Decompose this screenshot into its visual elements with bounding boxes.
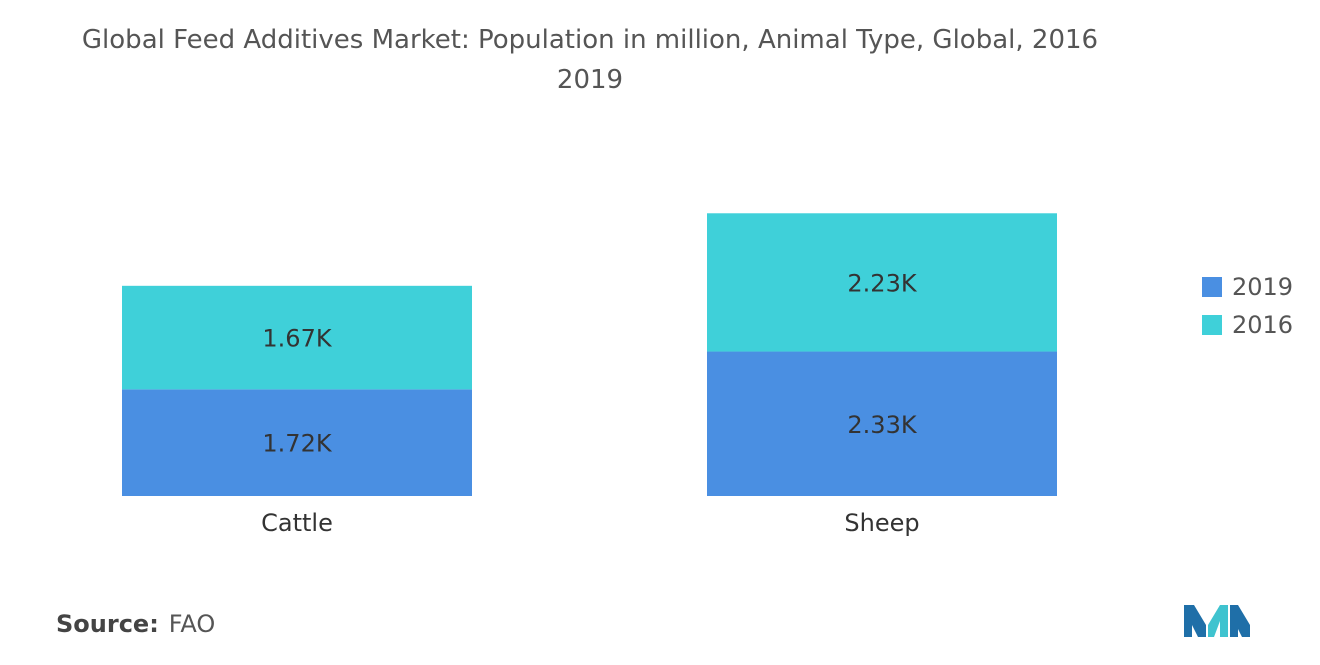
legend-item-2019: 2019 [1202,268,1293,306]
chart-title-line-1: Global Feed Additives Market: Population… [81,25,1099,55]
source-note: Source: FAO [56,610,215,638]
data-label-sheep-2016: 2.23K [847,269,917,297]
bar-cattle-2019 [122,389,472,496]
x-tick-label-sheep: Sheep [844,509,919,537]
logo-left-shape [1184,605,1206,637]
chart-title: Global Feed Additives Market: Population… [0,20,1180,100]
source-key: Source: [56,610,159,638]
legend-swatch-2019 [1202,277,1222,297]
chart-title-line-2: 2019 [556,65,624,95]
data-label-sheep-2019: 2.33K [847,411,917,439]
legend-item-2016: 2016 [1202,306,1293,344]
mordor-intelligence-logo-icon [1184,605,1250,637]
data-label-cattle-2016: 1.67K [262,325,332,353]
bar-sheep-2016 [707,213,1057,352]
source-value: FAO [168,610,216,638]
logo-middle-shape [1208,605,1228,637]
legend-label-2019: 2019 [1232,273,1294,301]
x-tick-label-cattle: Cattle [261,509,333,537]
legend-swatch-2016 [1202,315,1222,335]
chart-legend: 2019 2016 [1202,268,1293,344]
logo-right-shape [1230,605,1250,637]
data-label-cattle-2019: 1.72K [262,430,332,458]
bar-cattle-2016 [122,285,472,390]
legend-label-2016: 2016 [1232,311,1294,339]
bar-sheep-2019 [707,351,1057,496]
